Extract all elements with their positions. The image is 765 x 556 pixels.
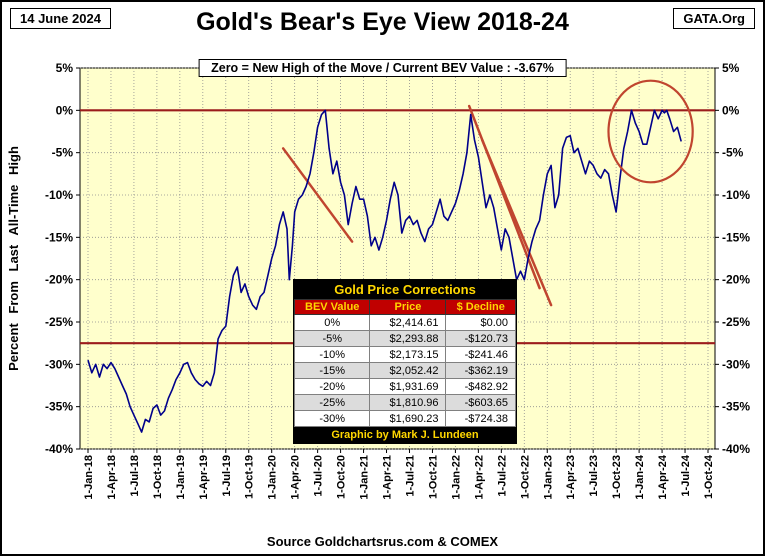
y-tick-label-right: -5%	[722, 146, 744, 160]
table-row: -30% $1,690.23 -$724.38	[293, 410, 516, 427]
x-tick-label: 1-Apr-18	[106, 455, 118, 500]
table-header-row: BEV Value Price $ Decline	[293, 299, 516, 315]
x-tick-label: 1-Oct-24	[703, 454, 715, 499]
table-cell: 0%	[293, 314, 371, 331]
y-axis-title: Percent From Last All-Time High	[6, 146, 21, 371]
y-tick-label-left: -20%	[45, 273, 73, 287]
x-tick-label: 1-Jan-19	[175, 455, 187, 500]
x-tick-label: 1-Apr-24	[657, 454, 669, 500]
table-cell: -10%	[293, 346, 371, 363]
y-tick-label-left: -40%	[45, 442, 73, 456]
table-row: -20% $1,931.69 -$482.92	[293, 378, 516, 395]
table-cell: $2,293.88	[369, 330, 447, 347]
table-cell: $2,414.61	[369, 314, 447, 331]
table-row: -15% $2,052.42 -$362.19	[293, 362, 516, 379]
x-tick-label: 1-Jan-24	[634, 454, 646, 500]
y-tick-label-left: -30%	[45, 357, 73, 371]
x-tick-label: 1-Apr-22	[473, 455, 485, 500]
x-tick-label: 1-Apr-19	[198, 455, 210, 500]
page-title: Gold's Bear's Eye View 2018-24	[196, 8, 569, 36]
y-tick-label-right: -15%	[722, 230, 750, 244]
table-row: -10% $2,173.15 -$241.46	[293, 346, 516, 363]
x-tick-label: 1-Jan-23	[542, 455, 554, 500]
table-cell: -$362.19	[445, 362, 516, 379]
x-tick-label: 1-Oct-22	[519, 455, 531, 499]
x-tick-label: 1-Jan-18	[83, 455, 95, 500]
trendline	[281, 147, 354, 243]
date-box: 14 June 2024	[10, 8, 111, 29]
table-cell: $2,052.42	[369, 362, 447, 379]
highlight-ellipse	[607, 79, 694, 184]
x-tick-label: 1-Jul-18	[129, 455, 141, 497]
y-tick-label-right: -10%	[722, 188, 750, 202]
x-tick-label: 1-Oct-20	[336, 455, 348, 499]
y-tick-label-right: -20%	[722, 273, 750, 287]
x-tick-label: 1-Apr-21	[382, 455, 394, 500]
x-tick-label: 1-Oct-21	[427, 455, 439, 499]
corrections-grid: BEV Value Price $ Decline 0% $2,414.61 $0.00…	[293, 299, 516, 427]
table-cell: -25%	[293, 394, 371, 411]
y-tick-label-left: -15%	[45, 230, 73, 244]
table-cell: $1,810.96	[369, 394, 447, 411]
y-tick-label-right: 0%	[722, 103, 740, 117]
y-tick-label-right: -25%	[722, 315, 750, 329]
x-tick-label: 1-Jan-20	[267, 455, 279, 500]
y-tick-label-left: -10%	[45, 188, 73, 202]
y-tick-label-left: 0%	[56, 103, 74, 117]
table-cell: $0.00	[445, 314, 516, 331]
table-cell: -$724.38	[445, 410, 516, 427]
table-column-header: BEV Value	[293, 299, 371, 315]
x-tick-label: 1-Jul-21	[404, 455, 416, 497]
table-cell: -5%	[293, 330, 371, 347]
y-tick-label-left: -5%	[52, 146, 74, 160]
table-title: Gold Price Corrections	[294, 280, 516, 299]
source-caption: Source Goldchartsrus.com & COMEX	[266, 534, 499, 549]
table-cell: -20%	[293, 378, 371, 395]
bev-data-line	[87, 109, 682, 433]
gold-price-corrections-table: Gold Price Corrections BEV Value Price $ D…	[293, 279, 517, 444]
y-tick-label-right: -35%	[722, 400, 750, 414]
table-cell: $1,931.69	[369, 378, 447, 395]
table-cell: -$241.46	[445, 346, 516, 363]
x-tick-label: 1-Jul-23	[588, 455, 600, 497]
x-tick-label: 1-Jul-19	[221, 455, 233, 497]
x-tick-label: 1-Jan-22	[450, 455, 462, 500]
table-cell: -15%	[293, 362, 371, 379]
x-tick-label: 1-Oct-18	[152, 455, 164, 499]
x-tick-label: 1-Jul-20	[313, 455, 325, 497]
table-cell: -$120.73	[445, 330, 516, 347]
table-cell: -30%	[293, 410, 371, 427]
x-tick-label: 1-Oct-23	[611, 455, 623, 499]
table-column-header: $ Decline	[445, 299, 516, 315]
x-tick-label: 1-Apr-23	[565, 455, 577, 500]
table-row: -5% $2,293.88 -$120.73	[293, 330, 516, 347]
table-cell: $2,173.15	[369, 346, 447, 363]
x-tick-label: 1-Jul-22	[496, 455, 508, 497]
y-tick-label-right: -30%	[722, 357, 750, 371]
table-cell: -$603.65	[445, 394, 516, 411]
y-tick-label-right: 5%	[722, 61, 740, 75]
x-tick-label: 1-Jul-24	[680, 454, 692, 496]
y-tick-label-left: -35%	[45, 400, 73, 414]
table-row: 0% $2,414.61 $0.00	[293, 314, 516, 331]
table-row: -25% $1,810.96 -$603.65	[293, 394, 516, 411]
table-footer: Graphic by Mark J. Lundeen	[294, 427, 516, 443]
table-cell: -$482.92	[445, 378, 516, 395]
table-column-header: Price	[369, 299, 447, 315]
y-tick-label-right: -40%	[722, 442, 750, 456]
bev-subtitle: Zero = New High of the Move / Current BE…	[198, 59, 567, 77]
x-tick-label: 1-Jan-21	[359, 455, 371, 500]
table-cell: $1,690.23	[369, 410, 447, 427]
y-tick-label-left: 5%	[56, 61, 74, 75]
x-tick-label: 1-Apr-20	[290, 455, 302, 500]
org-label: GATA.Org	[673, 8, 755, 29]
x-tick-label: 1-Oct-19	[244, 455, 256, 499]
y-tick-label-left: -25%	[45, 315, 73, 329]
trendline	[480, 138, 553, 307]
